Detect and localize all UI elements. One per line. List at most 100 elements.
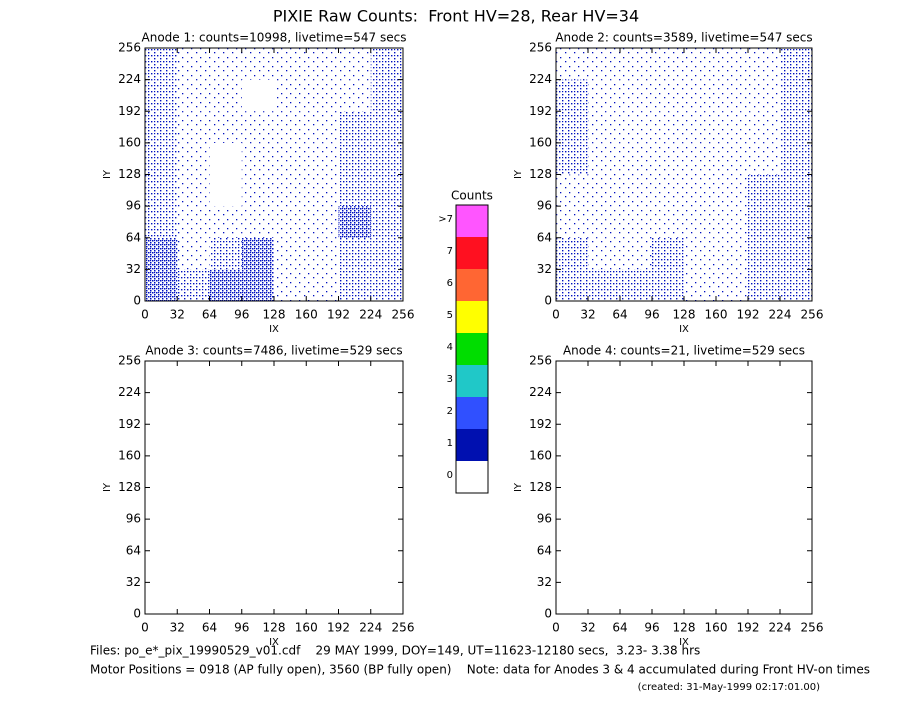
x-tick-label: 0 [552, 621, 560, 635]
density-cell [370, 48, 403, 80]
density-cell [371, 361, 403, 393]
density-cell [716, 488, 748, 520]
x-tick-label: 64 [202, 621, 217, 635]
x-tick-label: 160 [295, 621, 318, 635]
density-cell [684, 237, 716, 270]
density-cell [652, 393, 684, 425]
colorbar-label: 4 [447, 342, 453, 353]
density-cell [209, 48, 242, 80]
plot-frame [555, 360, 813, 615]
x-tick-label: 64 [202, 308, 217, 322]
density-cell [748, 551, 780, 583]
density-cell [780, 237, 812, 270]
density-cell [145, 206, 178, 238]
density-cell [338, 237, 371, 270]
colorbar-cell [456, 461, 488, 493]
y-tick-label: 256 [118, 41, 141, 55]
density-cell [620, 111, 652, 143]
density-cell [684, 488, 716, 520]
density-cell [716, 519, 748, 551]
colorbar-cell [456, 205, 488, 237]
density-cell [274, 488, 306, 520]
density-cell [145, 361, 177, 393]
density-cell [748, 488, 780, 520]
y-tick-label: 64 [537, 230, 552, 244]
x-tick-label: 0 [552, 308, 560, 322]
x-tick-label: 64 [612, 621, 627, 635]
colorbar-cell [456, 301, 488, 333]
footer-line: Motor Positions = 0918 (AP fully open), … [90, 663, 870, 677]
density-cell [652, 456, 684, 488]
density-cell [652, 237, 684, 270]
density-cell [241, 111, 274, 143]
density-cell [588, 79, 620, 112]
footer-line: Files: po_e*_pix_19990529_v01.cdf 29 MAY… [90, 644, 700, 658]
colorbar-cell [456, 429, 488, 461]
density-cell [371, 551, 403, 583]
density-cell [652, 424, 684, 456]
density-cell [588, 424, 620, 456]
y-tick-label: 128 [118, 480, 141, 494]
y-tick-label: 32 [537, 262, 552, 276]
density-cell [748, 269, 780, 301]
density-cell [209, 79, 242, 112]
density-cell [306, 361, 338, 393]
density-cell [241, 269, 274, 301]
density-cell [556, 269, 588, 301]
density-cell [306, 48, 339, 80]
density-cell [145, 582, 177, 614]
density-cell [274, 142, 307, 175]
density-cell [242, 80, 274, 112]
density-cell [620, 456, 652, 488]
y-tick-label: 256 [529, 41, 552, 55]
colorbar-cell [456, 333, 488, 365]
density-cell [274, 424, 306, 456]
density-cell [241, 48, 274, 80]
density-cell [145, 48, 178, 80]
density-cell [242, 582, 274, 614]
y-tick-label: 0 [544, 294, 552, 308]
colorbar-cell [456, 237, 488, 269]
x-tick-label: 192 [327, 621, 350, 635]
density-cell [177, 519, 209, 551]
density-cell [652, 79, 684, 112]
density-cell [556, 111, 588, 143]
x-tick-label: 224 [769, 308, 792, 322]
density-cell [370, 269, 403, 301]
density-cell [556, 456, 588, 488]
x-tick-label: 256 [801, 308, 824, 322]
density-cell [145, 174, 178, 207]
x-tick-label: 96 [234, 308, 249, 322]
density-cell [620, 582, 652, 614]
x-tick-label: 128 [673, 621, 696, 635]
density-cell [338, 48, 371, 80]
y-tick-label: 32 [537, 575, 552, 589]
x-tick-label: 256 [392, 621, 415, 635]
density-cell [588, 111, 620, 143]
density-cell [210, 361, 242, 393]
y-tick-label: 224 [529, 72, 552, 86]
density-cell [210, 143, 242, 175]
density-cell [780, 174, 812, 207]
y-tick-label: 96 [537, 512, 552, 526]
density-cell [716, 456, 748, 488]
density-cell [242, 361, 274, 393]
y-tick-label: 256 [118, 354, 141, 368]
density-cell [780, 488, 812, 520]
density-cell [556, 488, 588, 520]
density-cell [210, 582, 242, 614]
y-tick-label: 224 [118, 72, 141, 86]
density-cell [620, 488, 652, 520]
density-cell [177, 206, 210, 238]
density-cell [588, 237, 620, 270]
density-cell [370, 142, 403, 175]
density-cell [652, 111, 684, 143]
density-cell [620, 48, 652, 80]
title: PIXIE Raw Counts: Front HV=28, Rear HV=3… [273, 7, 639, 26]
density-cell [748, 111, 780, 143]
density-cell [306, 393, 338, 425]
density-cell [274, 582, 306, 614]
density-cell [306, 111, 339, 143]
x-tick-label: 224 [769, 621, 792, 635]
